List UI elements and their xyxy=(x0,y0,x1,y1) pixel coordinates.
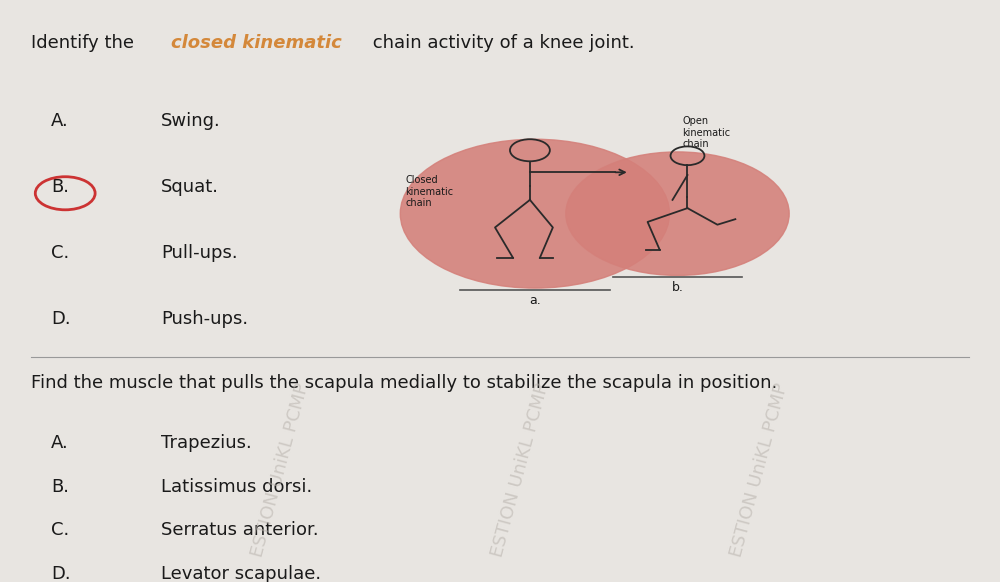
Text: C.: C. xyxy=(51,244,70,262)
Text: ESTION UniKL PCMP: ESTION UniKL PCMP xyxy=(727,381,791,559)
Text: chain activity of a knee joint.: chain activity of a knee joint. xyxy=(367,34,635,52)
Text: closed kinematic: closed kinematic xyxy=(171,34,342,52)
Text: D.: D. xyxy=(51,565,71,582)
Text: Serratus anterior.: Serratus anterior. xyxy=(161,521,319,539)
Text: b.: b. xyxy=(672,281,683,294)
Text: Squat.: Squat. xyxy=(161,178,219,196)
Text: ESTION UniKL PCMP: ESTION UniKL PCMP xyxy=(249,381,313,559)
Text: Pull-ups.: Pull-ups. xyxy=(161,244,238,262)
Text: B.: B. xyxy=(51,178,69,196)
Text: Levator scapulae.: Levator scapulae. xyxy=(161,565,321,582)
Text: C.: C. xyxy=(51,521,70,539)
Text: D.: D. xyxy=(51,310,71,328)
Text: A.: A. xyxy=(51,434,69,452)
Text: Push-ups.: Push-ups. xyxy=(161,310,248,328)
Text: A.: A. xyxy=(51,112,69,130)
Circle shape xyxy=(566,152,789,275)
Text: Identify the: Identify the xyxy=(31,34,140,52)
Text: B.: B. xyxy=(51,478,69,496)
Text: Trapezius.: Trapezius. xyxy=(161,434,252,452)
Text: Swing.: Swing. xyxy=(161,112,221,130)
Text: Open
kinematic
chain: Open kinematic chain xyxy=(682,116,731,149)
Text: ESTION UniKL PCMP: ESTION UniKL PCMP xyxy=(488,381,552,559)
Text: Latissimus dorsi.: Latissimus dorsi. xyxy=(161,478,312,496)
Text: a.: a. xyxy=(529,293,541,307)
Text: Closed
kinematic
chain: Closed kinematic chain xyxy=(405,175,453,208)
Circle shape xyxy=(400,139,670,288)
Text: Find the muscle that pulls the scapula medially to stabilize the scapula in posi: Find the muscle that pulls the scapula m… xyxy=(31,374,778,392)
